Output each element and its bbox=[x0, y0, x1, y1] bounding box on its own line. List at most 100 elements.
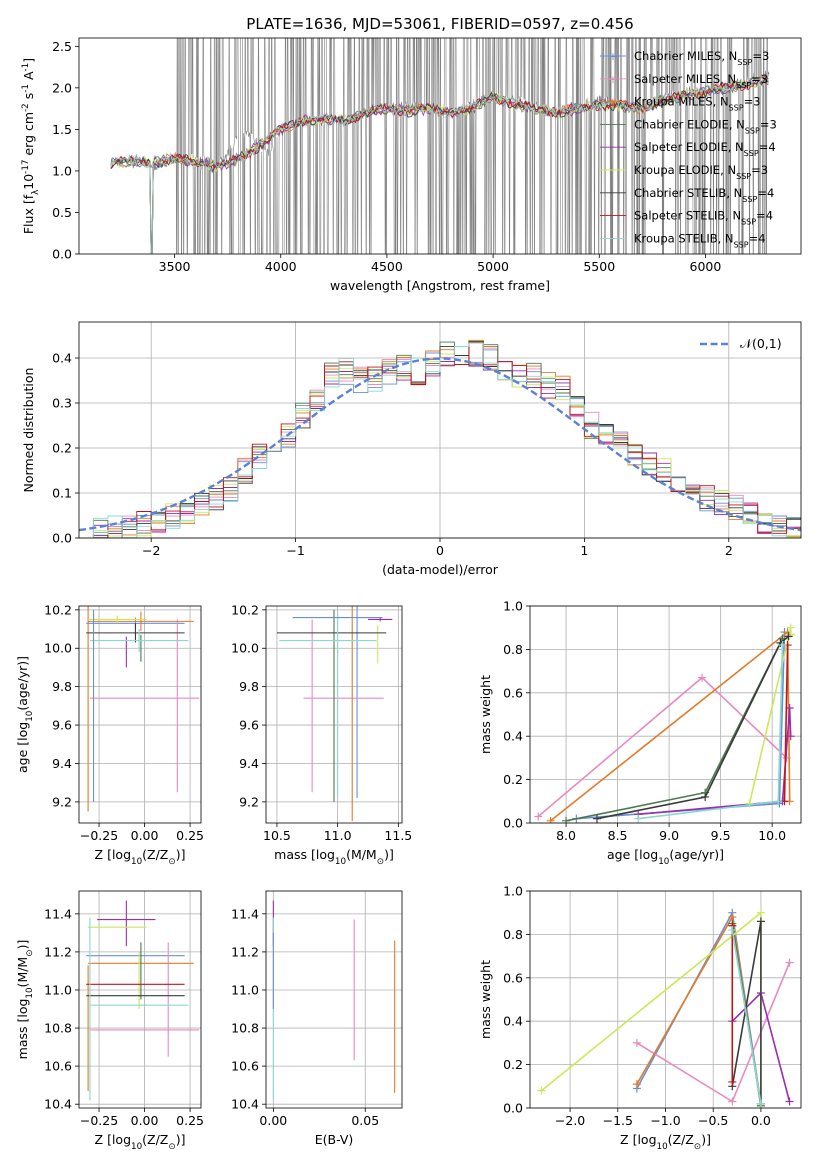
axes-frame bbox=[78, 37, 802, 255]
y-tick-label: 10.8 bbox=[231, 1021, 259, 1036]
axes-frame bbox=[78, 605, 202, 824]
y-tick-label: 10.4 bbox=[231, 1097, 259, 1112]
y-tick-label: 10.6 bbox=[44, 1059, 72, 1074]
x-tick-label: −2.0 bbox=[555, 1113, 585, 1128]
x-tick-label: 0.25 bbox=[176, 828, 204, 843]
series-marker bbox=[534, 812, 543, 821]
legend-label: Salpeter ELODIE, NSSP=4 bbox=[634, 140, 776, 158]
x-tick-label: 5500 bbox=[583, 259, 615, 274]
y-tick-label: 11.0 bbox=[231, 982, 259, 997]
x-tick-label: 0 bbox=[436, 543, 444, 558]
y-tick-label: 0.0 bbox=[52, 247, 72, 262]
y-axis-label: Normed distribution bbox=[21, 368, 36, 493]
series-marker bbox=[786, 732, 795, 741]
panel-z_mass: −0.25 0.00 0.25 10.4 10.6 10.8 11.0 11.2 11.4 Z [… bbox=[15, 890, 204, 1152]
legend-label: Chabrier STELIB, NSSP=4 bbox=[634, 186, 774, 204]
x-axis-label: Z [log10(Z/Z⊙)] bbox=[95, 1132, 186, 1152]
series-line-kroupa-elodie bbox=[540, 911, 762, 1108]
y-tick-label: 10.0 bbox=[44, 641, 72, 656]
panel-z_weight: −2.0 −1.5 −1.0 −0.5 0.0 0.0 0.2 0.4 0.6 0.8 1.0 Z [… bbox=[478, 884, 802, 1152]
y-tick-label: 0.0 bbox=[52, 531, 72, 546]
axes-frame bbox=[78, 890, 202, 1109]
axes-frame bbox=[529, 890, 802, 1109]
axes-frame bbox=[78, 321, 802, 539]
y-tick-label: 0.6 bbox=[503, 685, 523, 700]
series-marker bbox=[634, 814, 643, 823]
x-tick-label: 5000 bbox=[477, 259, 509, 274]
y-tick-label: 10.2 bbox=[231, 602, 259, 617]
y-tick-label: 9.2 bbox=[239, 794, 259, 809]
x-tick-label: −1.0 bbox=[650, 1113, 680, 1128]
y-tick-label: 0.3 bbox=[52, 396, 72, 411]
model-line-kroupa-stelib bbox=[110, 74, 769, 254]
y-tick-label: 1.0 bbox=[503, 884, 523, 899]
axes-frame bbox=[265, 890, 403, 1109]
y-tick-label: 10.6 bbox=[231, 1059, 259, 1074]
plot-area bbox=[79, 339, 801, 538]
series-marker bbox=[774, 797, 783, 806]
series-marker bbox=[728, 1077, 737, 1086]
y-tick-label: 2.5 bbox=[52, 39, 72, 54]
series-line-kroupa-stelib bbox=[638, 645, 784, 820]
y-tick-label: 10.2 bbox=[44, 602, 72, 617]
x-axis-label: Z [log10(Z/Z⊙)] bbox=[95, 847, 186, 867]
x-tick-label: 6000 bbox=[690, 259, 722, 274]
legend: + Chabrier MILES, NSSP=3 + Salpeter MILES, … bbox=[600, 49, 777, 249]
plot-area bbox=[86, 606, 200, 812]
x-tick-label: 0.00 bbox=[259, 1113, 287, 1128]
panel-ebv_mass: 0.00 0.05 10.4 10.6 10.8 11.0 11.2 11.4 E(B-V) bbox=[231, 890, 403, 1147]
x-axis-label: (data-model)/error bbox=[382, 562, 499, 577]
legend-label: Kroupa ELODIE, NSSP=3 bbox=[634, 163, 768, 181]
y-tick-label: 0.4 bbox=[52, 351, 72, 366]
x-tick-label: 8.0 bbox=[556, 828, 576, 843]
x-tick-label: 9.0 bbox=[659, 828, 679, 843]
y-tick-label: 10.0 bbox=[231, 641, 259, 656]
y-tick-label: 2.0 bbox=[52, 80, 72, 95]
x-tick-label: 10.0 bbox=[758, 828, 786, 843]
legend-marker: + bbox=[608, 96, 617, 109]
y-tick-label: 0.8 bbox=[503, 642, 523, 657]
x-tick-label: 3500 bbox=[159, 259, 191, 274]
legend-label: 𝒩(0,1) bbox=[740, 336, 782, 351]
x-tick-label: 4000 bbox=[265, 259, 297, 274]
y-tick-label: 9.8 bbox=[52, 679, 72, 694]
x-tick-label: 0.00 bbox=[131, 828, 159, 843]
panel-z_age: −0.25 0.00 0.25 9.2 9.4 9.6 9.8 10.0 10.2 Z [log1… bbox=[15, 602, 204, 867]
y-axis-label: age [log10(age/yr)] bbox=[15, 656, 35, 773]
x-tick-label: 0.25 bbox=[176, 1113, 204, 1128]
y-axis-label: mass [log10(M/M⊙)] bbox=[15, 940, 35, 1060]
y-tick-label: 1.5 bbox=[52, 122, 72, 137]
legend-label: Kroupa STELIB, NSSP=4 bbox=[634, 231, 766, 249]
series-marker bbox=[784, 632, 793, 641]
x-axis-label: age [log10(age/yr)] bbox=[607, 847, 724, 867]
y-tick-label: 1.0 bbox=[52, 163, 72, 178]
series-marker bbox=[546, 816, 555, 823]
series-marker bbox=[778, 641, 787, 650]
y-axis-label: mass weight bbox=[478, 960, 493, 1039]
series-line-salpeter-stelib bbox=[783, 645, 789, 802]
series-marker bbox=[785, 1097, 794, 1106]
x-tick-label: 10.5 bbox=[263, 828, 291, 843]
series-marker bbox=[592, 814, 601, 823]
axes-frame bbox=[265, 605, 403, 824]
y-tick-label: 11.2 bbox=[44, 944, 72, 959]
series-marker bbox=[785, 958, 794, 967]
x-axis-label: E(B-V) bbox=[315, 1132, 354, 1147]
y-tick-label: 0.2 bbox=[52, 441, 72, 456]
series-marker bbox=[745, 799, 754, 808]
y-tick-label: 0.8 bbox=[503, 927, 523, 942]
x-tick-label: −0.25 bbox=[80, 828, 118, 843]
series-marker bbox=[701, 792, 710, 801]
y-tick-label: 10.4 bbox=[44, 1097, 72, 1112]
plot-area bbox=[110, 38, 770, 254]
series-line-salpeter-miles bbox=[537, 676, 788, 818]
x-tick-label: 9.5 bbox=[711, 828, 731, 843]
y-tick-label: 0.2 bbox=[503, 1057, 523, 1072]
y-tick-label: 9.4 bbox=[52, 756, 72, 771]
gaussian-curve bbox=[79, 357, 801, 532]
panel-residuals: −2 −1 0 1 2 0.0 0.1 0.2 0.3 0.4 (data-model)/error… bbox=[21, 321, 802, 577]
hist-kroupa-stelib bbox=[79, 342, 801, 538]
y-tick-label: 9.6 bbox=[52, 718, 72, 733]
x-tick-label: 1 bbox=[580, 543, 588, 558]
series-line-chabrier-miles bbox=[636, 910, 762, 1104]
